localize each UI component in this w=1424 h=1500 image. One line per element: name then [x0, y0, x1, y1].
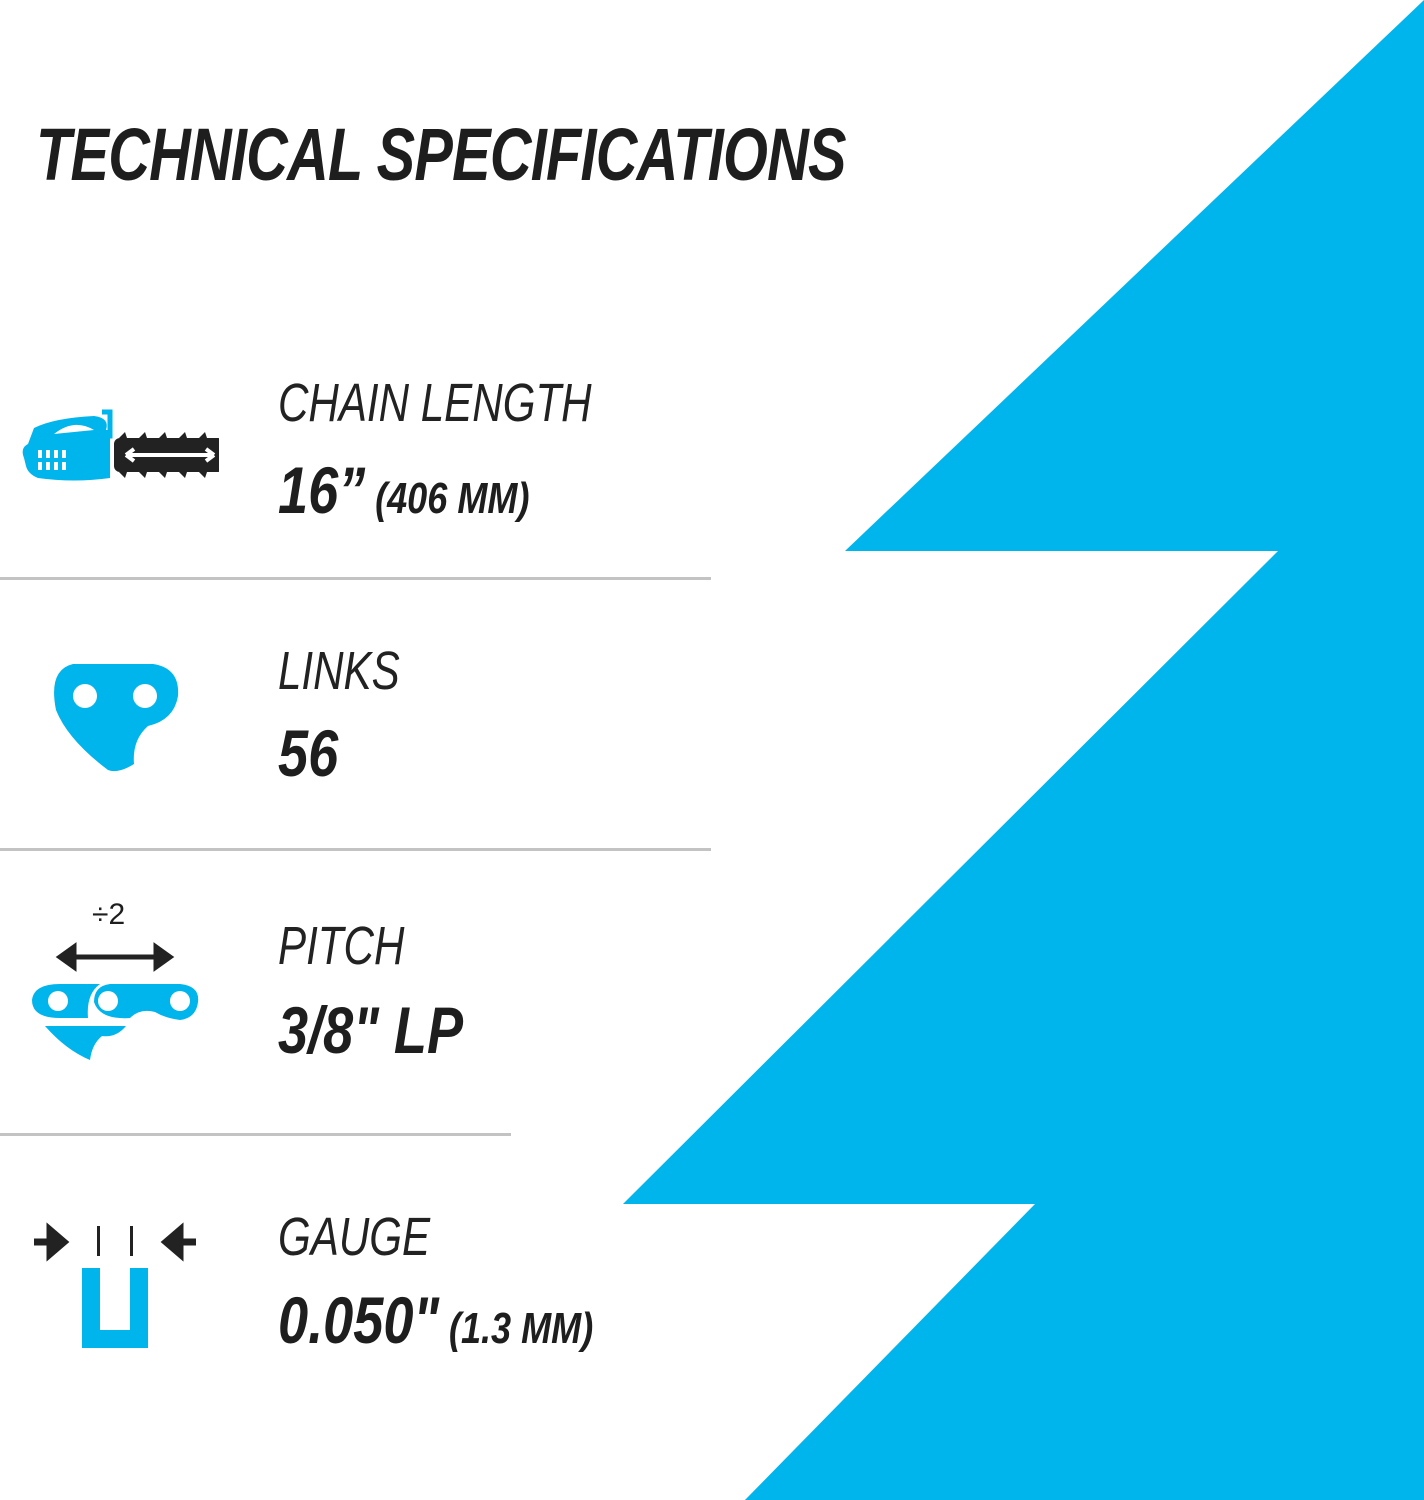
- spec-value-gauge: 0.050" (1.3 MM): [278, 1282, 593, 1358]
- pitch-icon: [32, 942, 199, 1060]
- spec-value-links: 56: [278, 716, 339, 790]
- divider: [0, 848, 711, 851]
- spec-label-links: LINKS: [278, 641, 400, 701]
- spec-value-pitch: 3/8" LP: [278, 993, 464, 1067]
- divider: [0, 1133, 511, 1136]
- page-title: TECHNICAL SPECIFICATIONS: [36, 113, 846, 196]
- unit: (1.3 MM): [448, 1304, 594, 1353]
- gauge-icon: [34, 1222, 196, 1348]
- divide-by-two-label: ÷2: [92, 898, 126, 931]
- value: 0.050": [278, 1283, 440, 1357]
- spec-label-chain-length: CHAIN LENGTH: [278, 373, 592, 433]
- divider: [0, 577, 711, 580]
- spec-label-gauge: GAUGE: [278, 1207, 431, 1267]
- value: 16”: [278, 453, 366, 527]
- chainsaw-icon: [22, 409, 219, 481]
- unit: (406 MM): [375, 474, 530, 523]
- chain-link-icon: [54, 664, 179, 772]
- spec-label-pitch: PITCH: [278, 916, 405, 976]
- spec-value-chain-length: 16” (406 MM): [278, 452, 529, 528]
